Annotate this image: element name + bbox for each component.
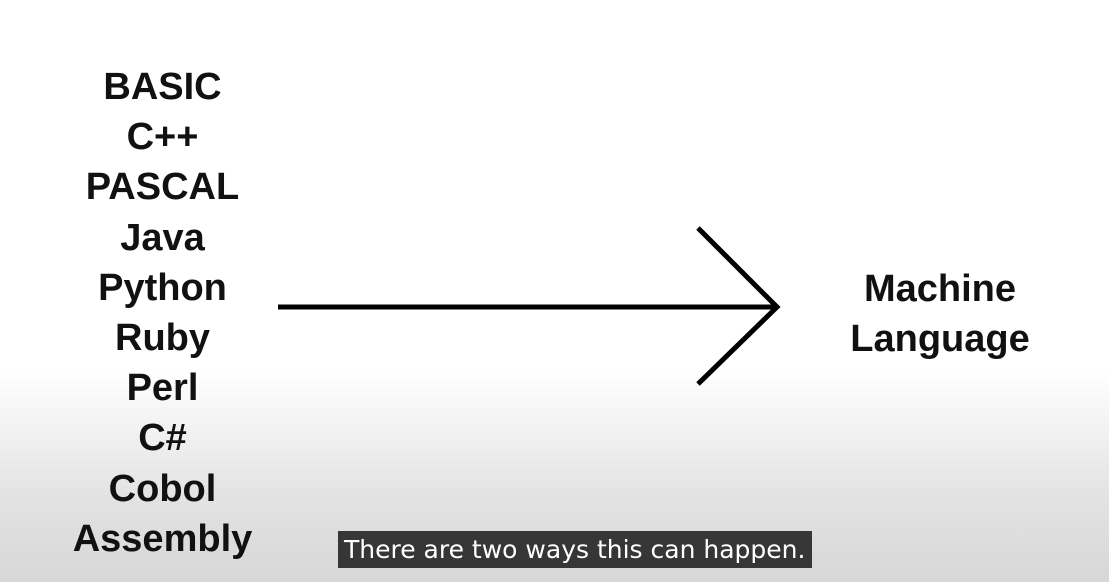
subtitle-caption: There are two ways this can happen. (338, 531, 813, 568)
target-line-language: Language (850, 318, 1030, 360)
language-java: Java (120, 216, 205, 259)
language-pascal: PASCAL (85, 166, 240, 209)
right-arrow-icon (278, 226, 781, 386)
language-cpp: C++ (126, 116, 199, 159)
machine-language-label: Machine Language (820, 264, 1060, 364)
language-csharp: C# (138, 417, 187, 460)
language-assembly: Assembly (72, 517, 253, 560)
language-basic: BASIC (103, 66, 222, 108)
arrow-head (696, 226, 781, 386)
language-python: Python (98, 266, 227, 309)
source-language-list: BASIC C++ PASCAL Java Python Ruby Perl C… (50, 62, 275, 564)
language-cobol: Cobol (108, 467, 217, 510)
language-ruby: Ruby (115, 317, 210, 360)
language-perl: Perl (126, 367, 199, 410)
target-line-machine: Machine (863, 268, 1017, 310)
